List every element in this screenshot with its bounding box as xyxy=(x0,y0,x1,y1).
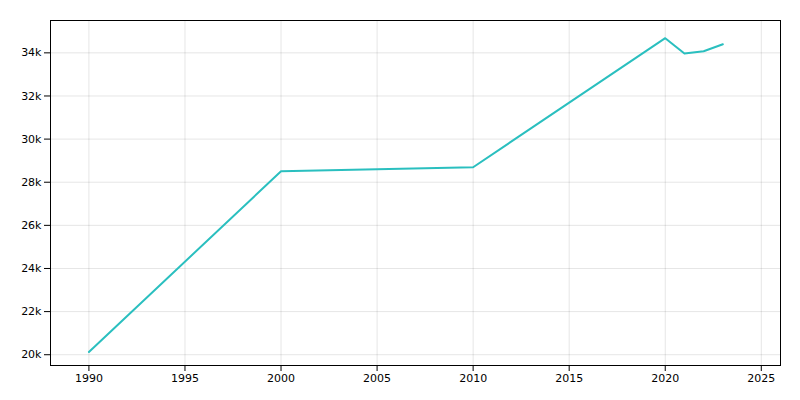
svg-text:2005: 2005 xyxy=(363,372,391,385)
svg-text:30k: 30k xyxy=(21,133,42,146)
svg-text:2020: 2020 xyxy=(651,372,679,385)
svg-text:32k: 32k xyxy=(21,89,42,102)
svg-text:26k: 26k xyxy=(21,219,42,232)
svg-text:1990: 1990 xyxy=(75,372,103,385)
svg-text:2025: 2025 xyxy=(747,372,775,385)
svg-text:2015: 2015 xyxy=(555,372,583,385)
svg-text:20k: 20k xyxy=(21,348,42,361)
svg-text:28k: 28k xyxy=(21,176,42,189)
svg-text:1995: 1995 xyxy=(171,372,199,385)
svg-text:2000: 2000 xyxy=(267,372,295,385)
svg-text:22k: 22k xyxy=(21,305,42,318)
svg-text:24k: 24k xyxy=(21,262,42,275)
svg-text:2010: 2010 xyxy=(459,372,487,385)
svg-text:34k: 34k xyxy=(21,46,42,59)
